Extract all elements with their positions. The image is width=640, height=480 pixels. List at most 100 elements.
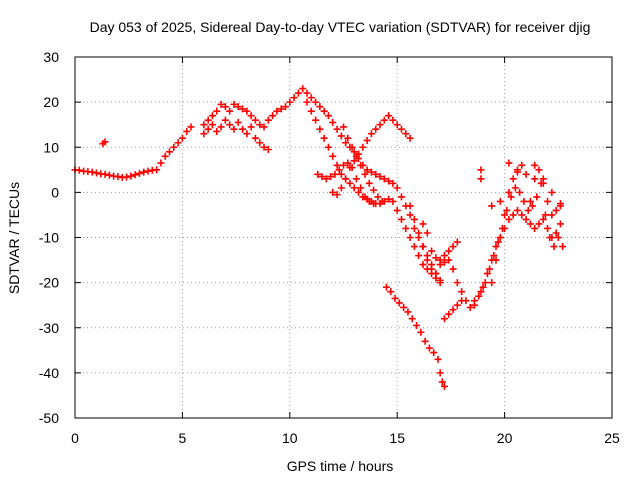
data-point [161,152,169,160]
data-point [157,159,165,167]
data-point [226,121,234,129]
data-points [71,85,567,390]
data-point [397,125,405,133]
data-point [350,148,358,156]
data-point [539,215,547,223]
data-point [458,297,466,305]
data-point [166,148,174,156]
data-point [230,125,238,133]
x-tick-label: 0 [71,430,79,446]
data-point [337,184,345,192]
data-point [200,121,208,129]
data-point [333,191,341,199]
data-point [428,247,436,255]
data-point [376,121,384,129]
y-tick-label: -30 [39,320,59,336]
data-point [501,211,509,219]
data-point [539,175,547,183]
data-point [406,211,414,219]
data-point [556,200,564,208]
data-point [511,184,519,192]
data-point [479,283,487,291]
data-point [477,288,485,296]
data-point [415,229,423,237]
data-point [329,118,337,126]
data-point [318,173,326,181]
data-point [380,116,388,124]
data-point [208,112,216,120]
data-point [127,172,135,180]
data-point [505,215,513,223]
data-point [372,170,380,178]
data-point [277,105,285,113]
data-point [436,369,444,377]
data-point [251,134,259,142]
data-point [342,175,350,183]
data-point [352,175,360,183]
y-tick-label: -20 [39,275,59,291]
data-point [404,308,412,316]
data-point [331,170,339,178]
data-point [387,288,395,296]
data-point [477,175,485,183]
data-point [531,224,539,232]
data-point [350,157,358,165]
data-point [350,184,358,192]
data-point [449,243,457,251]
data-point [548,188,556,196]
data-point [344,134,352,142]
data-point [496,234,504,241]
data-point [406,202,414,210]
data-point [518,211,526,219]
data-point [361,170,369,178]
data-point [483,270,491,278]
data-point [239,105,247,113]
data-point [507,193,515,201]
data-point [552,206,560,214]
data-point [346,179,354,187]
data-point [335,166,343,174]
data-point [208,121,216,129]
data-point [217,123,225,131]
data-point [337,132,345,140]
data-point [423,229,431,237]
data-point [421,337,429,345]
data-point [213,127,221,135]
data-point [178,134,186,142]
data-point [397,215,405,223]
data-point [490,252,498,260]
y-axis: 30 20 10 0 -10 -20 -30 -40 -50 [39,49,612,426]
data-point [488,279,496,287]
y-tick-label: -10 [39,230,59,246]
data-point [529,202,537,210]
data-point [92,169,100,177]
data-point [370,200,378,208]
data-point [516,188,524,196]
data-point [419,261,427,269]
data-point [415,252,423,260]
data-point [234,118,242,126]
data-point [541,211,549,219]
data-point [324,143,332,151]
data-point [486,265,494,273]
x-axis-label: GPS time / hours [287,458,394,474]
data-point [436,256,444,264]
data-point [393,184,401,192]
data-point [522,170,530,178]
data-point [303,98,311,106]
data-point [352,152,360,160]
data-point [406,234,414,241]
data-point [340,123,347,131]
data-point [135,169,143,177]
data-point [380,175,388,183]
data-point [453,279,461,287]
data-point [385,195,393,203]
data-point [438,378,446,386]
data-point [458,288,466,296]
data-point [471,301,479,309]
data-point [419,220,427,228]
data-point [449,306,457,314]
data-point [554,234,562,241]
data-point [376,173,384,181]
data-point [170,143,178,151]
